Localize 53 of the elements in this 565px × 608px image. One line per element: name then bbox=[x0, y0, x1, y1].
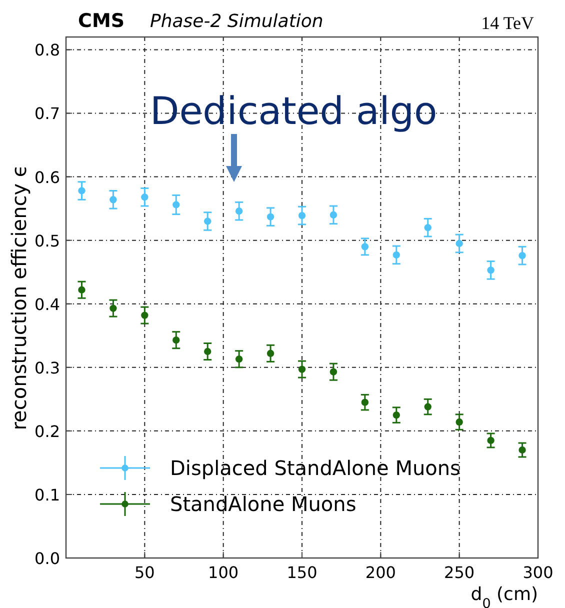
point bbox=[330, 211, 338, 218]
annotation: Dedicated algo bbox=[150, 89, 438, 133]
y-tick-label: 0.8 bbox=[34, 40, 60, 60]
point bbox=[487, 266, 494, 274]
point bbox=[518, 252, 526, 260]
point bbox=[110, 304, 117, 312]
x-tick-label: 300 bbox=[522, 563, 554, 582]
point bbox=[204, 348, 212, 356]
point bbox=[141, 312, 148, 319]
point bbox=[110, 196, 117, 204]
point bbox=[266, 213, 274, 220]
y-tick-label: 0.3 bbox=[34, 358, 60, 378]
point bbox=[78, 187, 86, 194]
point bbox=[424, 224, 432, 232]
point bbox=[235, 207, 243, 215]
point bbox=[330, 368, 338, 376]
y-tick-label: 0.0 bbox=[34, 549, 60, 568]
chart-subtitle: Phase-2 Simulation bbox=[150, 11, 324, 32]
y-tick-label: 0.6 bbox=[34, 168, 60, 187]
y-tick-label: 0.2 bbox=[34, 422, 60, 441]
point bbox=[518, 446, 526, 454]
y-tick-label: 0.7 bbox=[34, 104, 60, 124]
point bbox=[204, 218, 212, 225]
point bbox=[235, 356, 243, 363]
point bbox=[298, 212, 306, 220]
chart-title: CMS bbox=[78, 10, 125, 32]
x-axis-title: d$_{0}$ (cm) bbox=[470, 584, 538, 608]
y-tick-label: 0.1 bbox=[34, 485, 60, 504]
point bbox=[78, 286, 86, 294]
point bbox=[141, 194, 148, 201]
x-tick-label: 100 bbox=[208, 563, 239, 582]
point bbox=[361, 243, 369, 250]
point bbox=[298, 366, 306, 373]
x-tick-label: 150 bbox=[286, 563, 318, 582]
point bbox=[172, 336, 180, 344]
y-tick-label: 0.5 bbox=[34, 231, 60, 250]
y-tick-label: 0.4 bbox=[34, 294, 60, 314]
x-tick-label: 250 bbox=[444, 563, 475, 582]
point bbox=[424, 403, 432, 410]
legend-label: StandAlone Muons bbox=[170, 492, 356, 516]
point bbox=[456, 240, 463, 248]
text: 14 TeV bbox=[481, 13, 534, 33]
x-tick-label: 50 bbox=[134, 563, 155, 582]
point bbox=[392, 251, 400, 259]
point bbox=[487, 436, 494, 444]
point bbox=[456, 418, 463, 426]
point bbox=[172, 201, 180, 208]
legend-label: Displaced StandAlone Muons bbox=[170, 456, 460, 480]
y-axis-title: reconstruction efficiency ϵ bbox=[7, 164, 31, 430]
point bbox=[266, 350, 274, 358]
x-tick-label: 200 bbox=[365, 563, 396, 582]
point bbox=[392, 411, 400, 419]
point bbox=[361, 398, 369, 406]
